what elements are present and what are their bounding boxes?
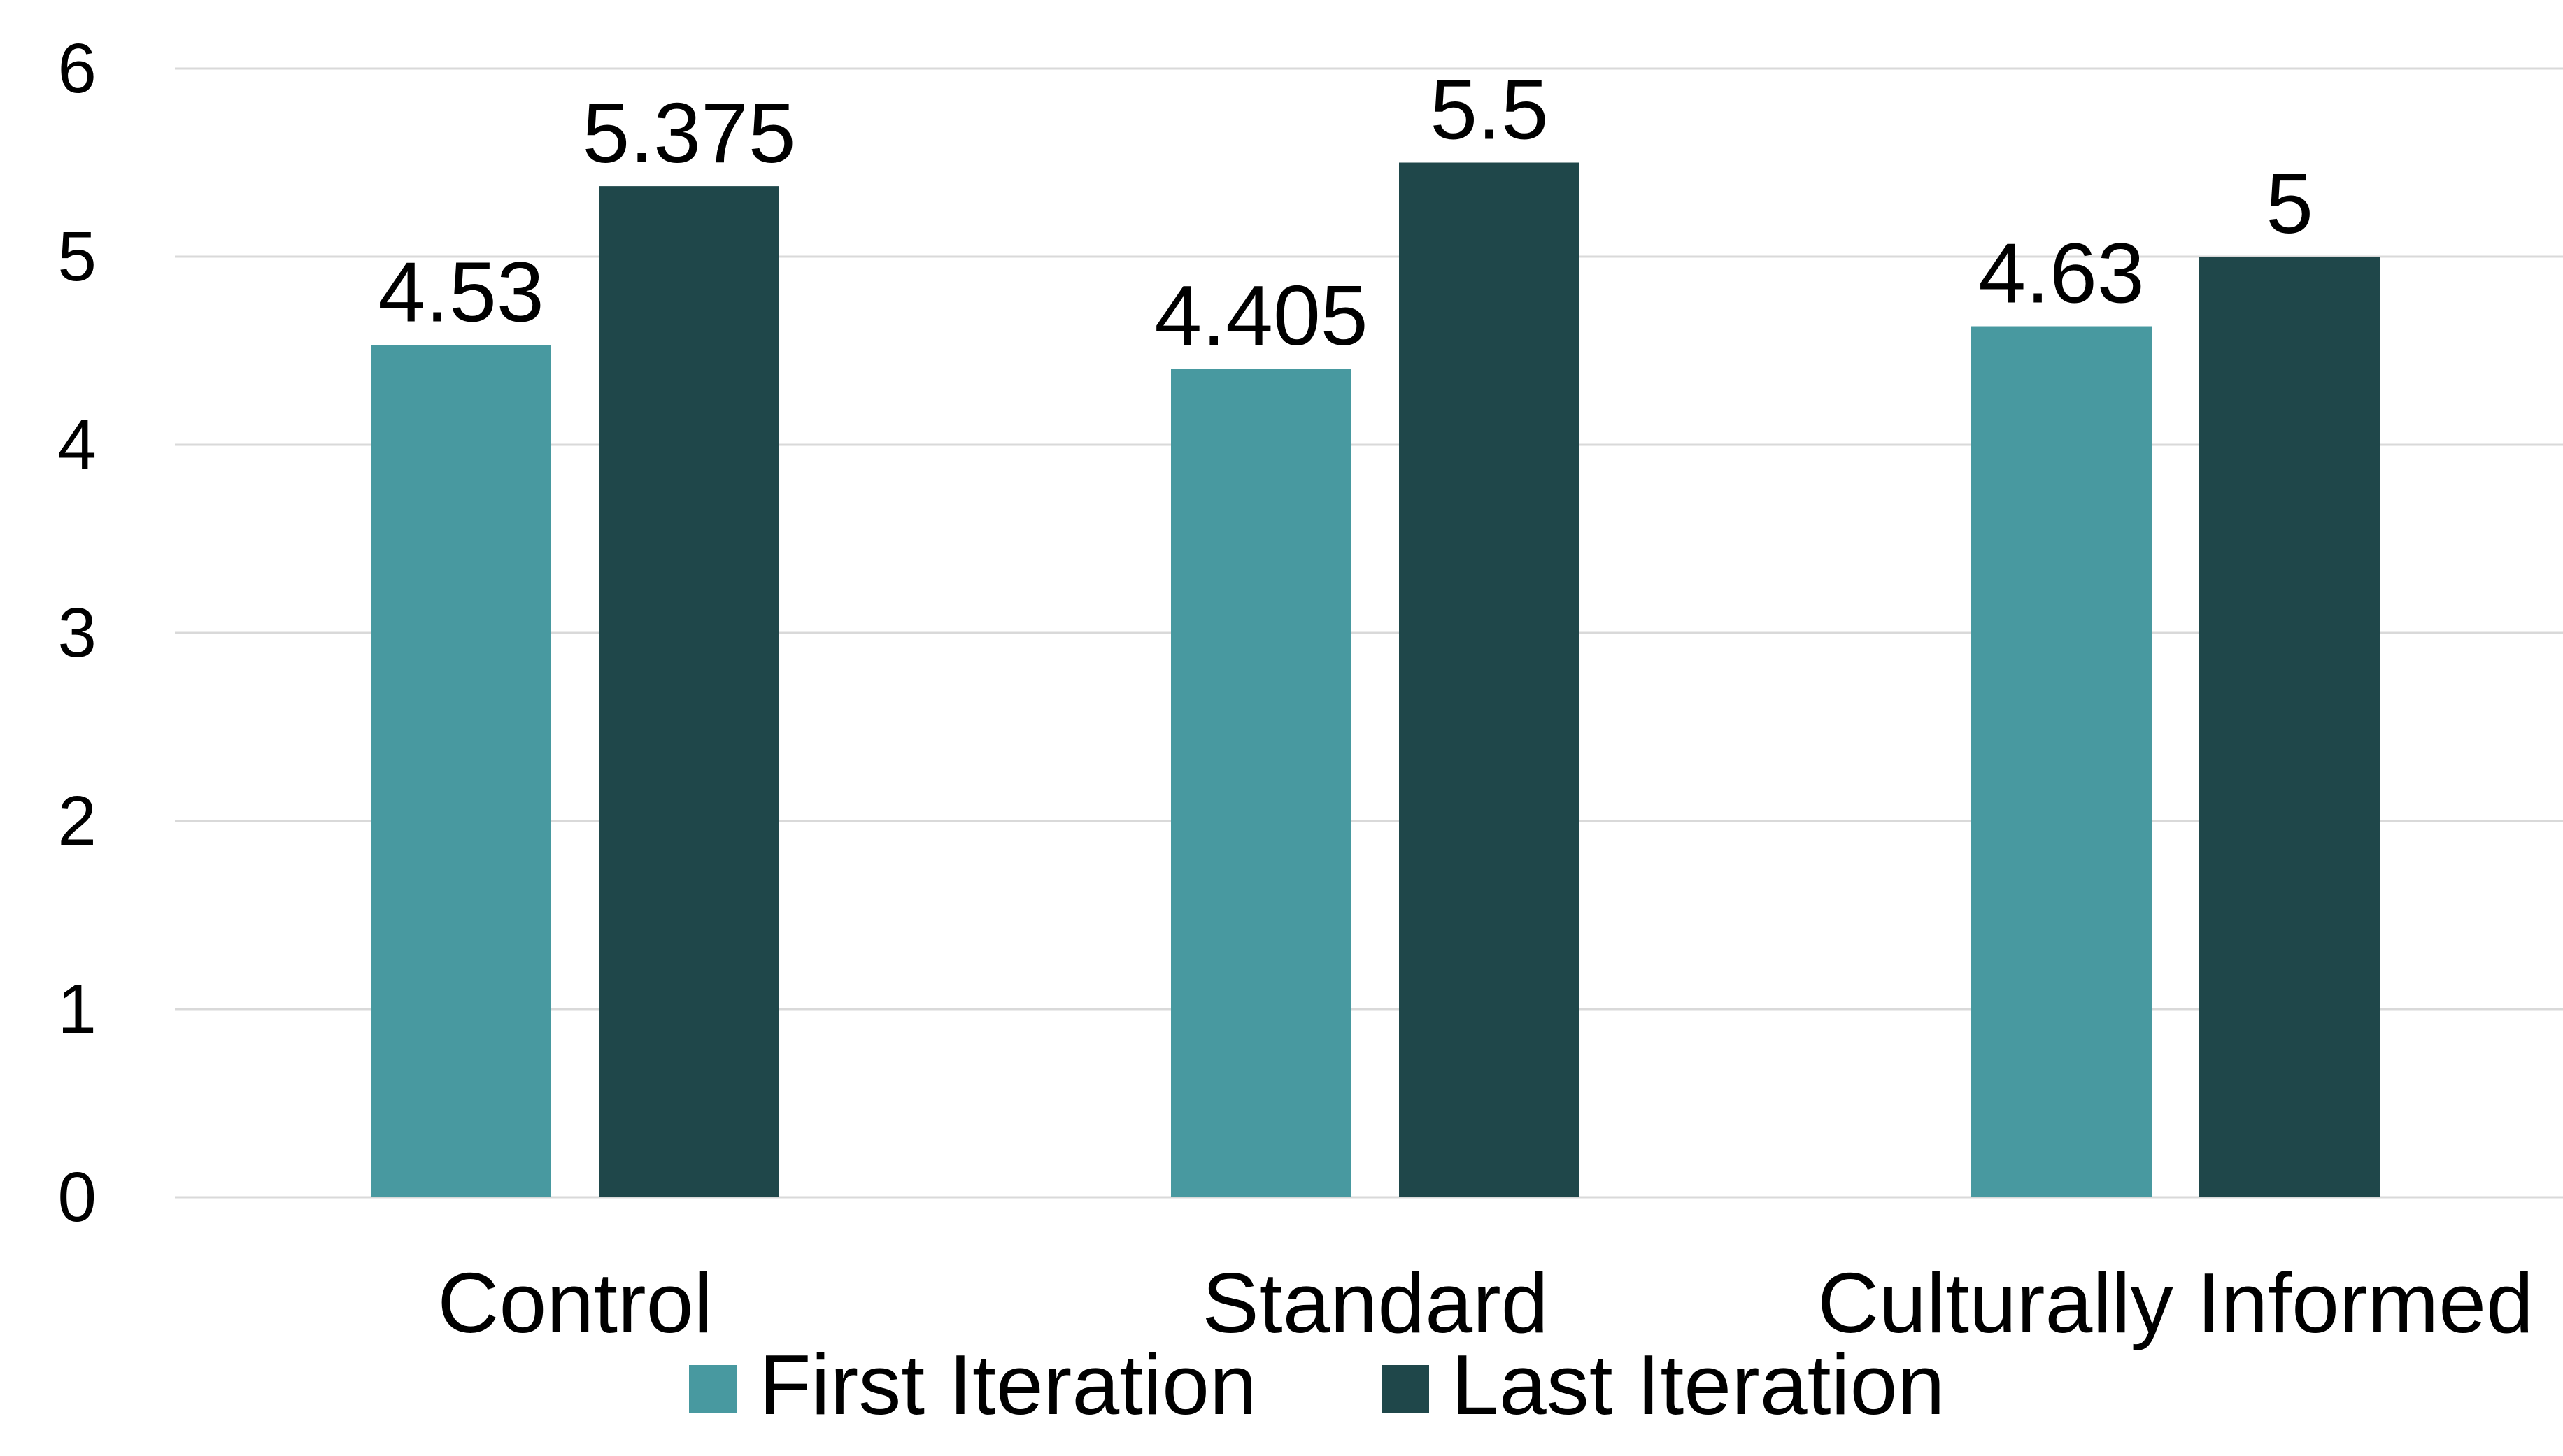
y-tick-label-2: 2 [57, 782, 97, 860]
data-label-standard-first-iteration: 4.405 [1154, 268, 1368, 363]
data-label-standard-last-iteration: 5.5 [1430, 62, 1549, 157]
y-tick-label-3: 3 [57, 594, 97, 672]
bar-standard-last-iteration [1399, 162, 1579, 1197]
y-tick-label-1: 1 [57, 970, 97, 1048]
legend-label-first-iteration: First Iteration [759, 1337, 1257, 1432]
data-label-control-first-iteration: 4.53 [378, 244, 544, 339]
data-label-culturally-informed-last-iteration: 5 [2266, 156, 2313, 251]
bar-standard-first-iteration [1171, 369, 1351, 1198]
data-labels: 4.53 5.375 4.405 5.5 4.63 5 [378, 62, 2313, 364]
bar-control-last-iteration [599, 186, 779, 1197]
bar-culturally-informed-first-iteration [1971, 326, 2152, 1197]
x-category-label-standard: Standard [1202, 1255, 1548, 1350]
x-axis-categories: Control Standard Culturally Informed [437, 1255, 2534, 1350]
legend: First Iteration Last Iteration [689, 1337, 1945, 1432]
bars [371, 162, 2380, 1198]
y-tick-label-4: 4 [57, 406, 97, 484]
bar-culturally-informed-last-iteration [2199, 257, 2380, 1197]
legend-swatch-last-iteration [1382, 1365, 1429, 1413]
y-tick-label-0: 0 [57, 1158, 97, 1236]
y-axis-ticks: 0 1 2 3 4 5 6 [57, 29, 97, 1236]
y-tick-label-6: 6 [57, 29, 97, 108]
y-tick-label-5: 5 [57, 217, 97, 296]
x-category-label-culturally-informed: Culturally Informed [1817, 1255, 2534, 1350]
legend-swatch-first-iteration [689, 1365, 737, 1413]
x-category-label-control: Control [437, 1255, 712, 1350]
gridlines [175, 67, 2563, 1199]
bar-control-first-iteration [371, 345, 551, 1198]
data-label-control-last-iteration: 5.375 [582, 85, 795, 180]
data-label-culturally-informed-first-iteration: 4.63 [1978, 226, 2144, 321]
legend-label-last-iteration: Last Iteration [1451, 1337, 1945, 1432]
